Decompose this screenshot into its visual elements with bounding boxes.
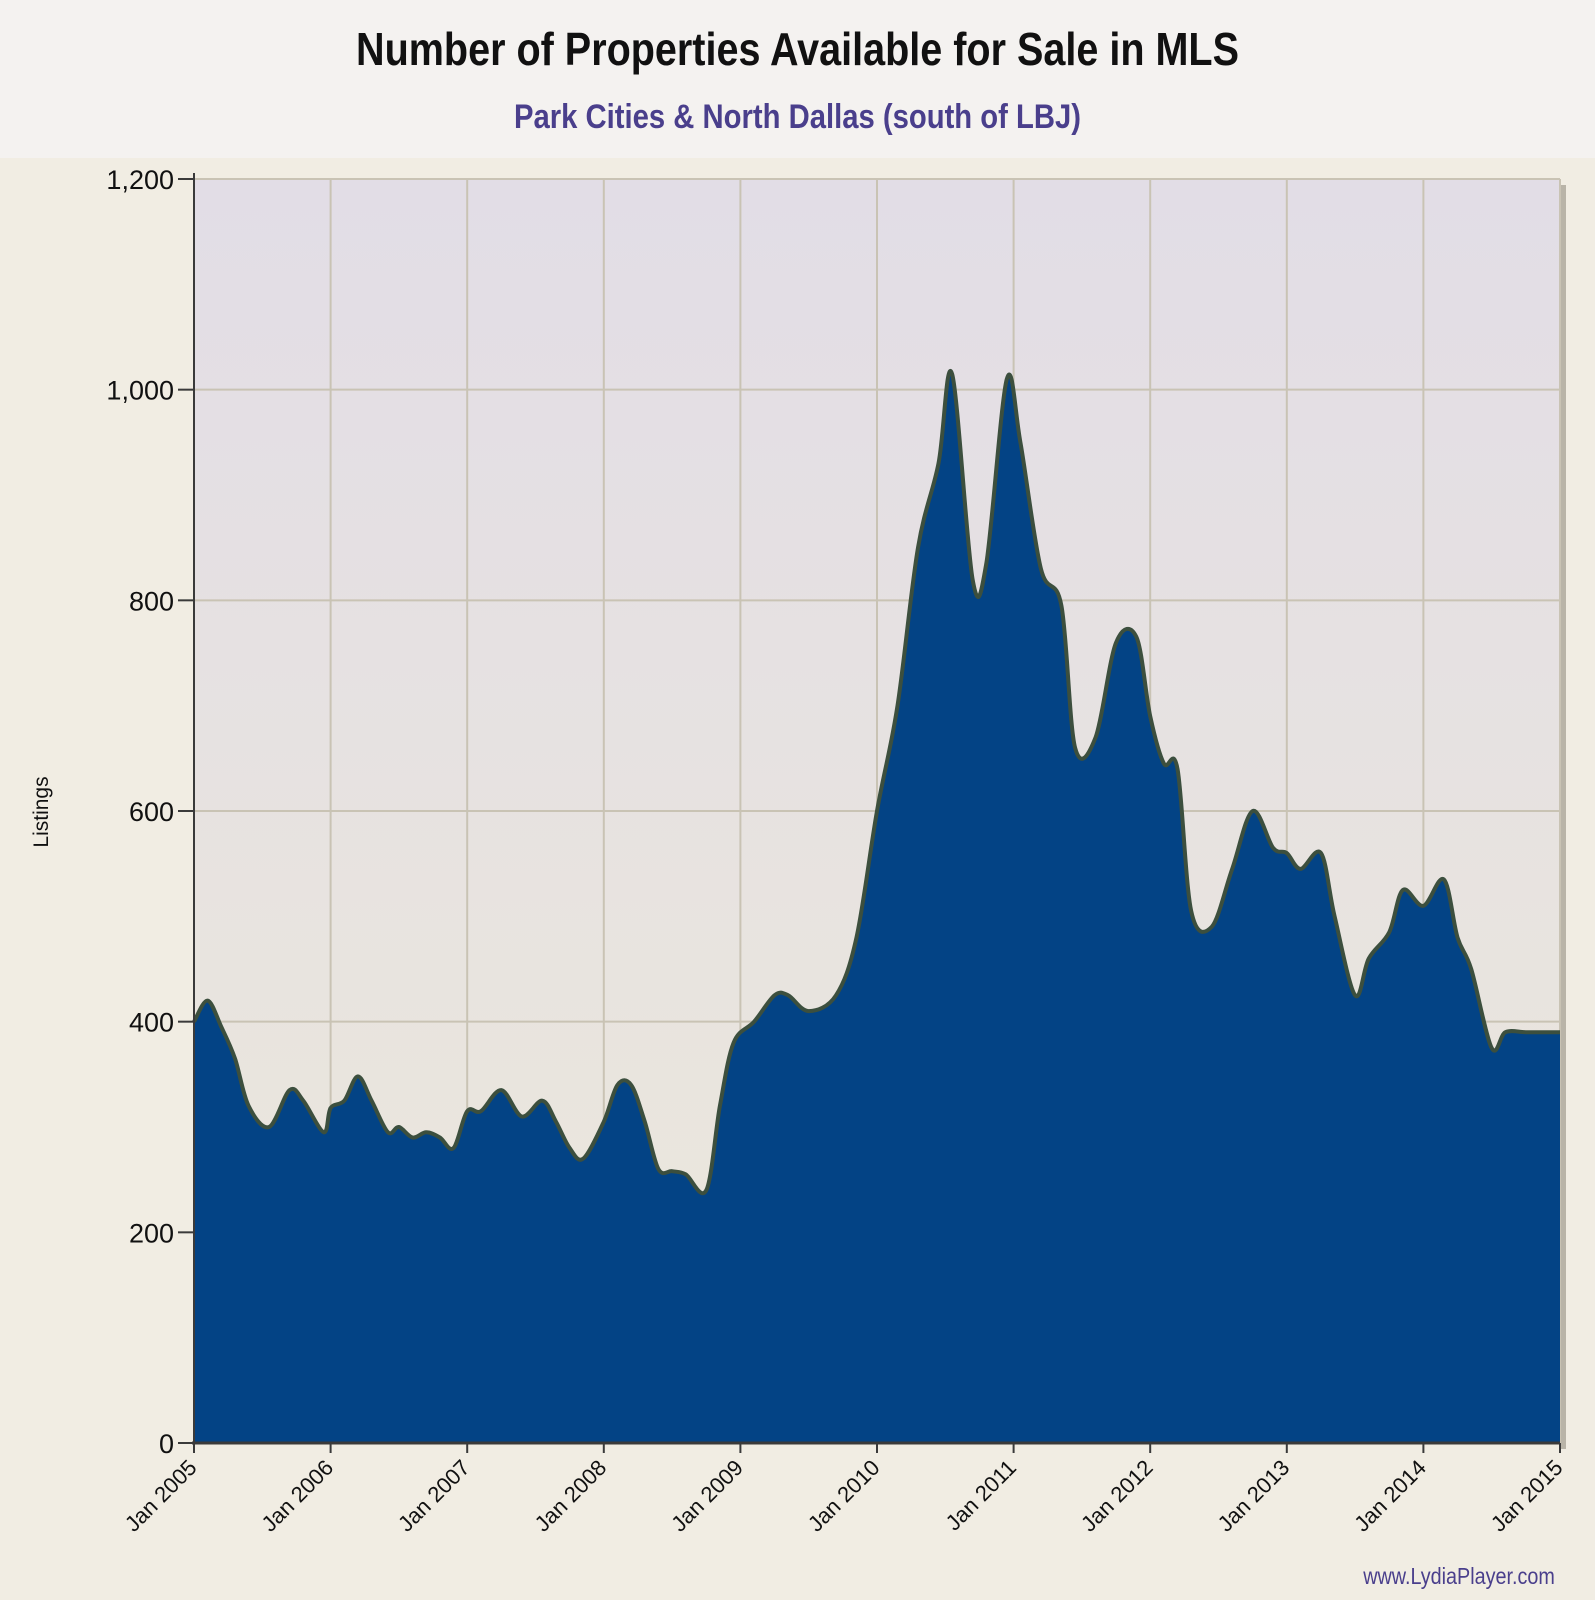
x-tick-label: Jan 2006	[256, 1455, 338, 1537]
x-tick-label: Jan 2005	[120, 1455, 202, 1537]
plot-shadow	[1560, 185, 1566, 1449]
y-tick-label: 800	[129, 586, 174, 616]
x-tick-label: Jan 2008	[530, 1455, 612, 1537]
chart-title: Number of Properties Available for Sale …	[356, 23, 1239, 75]
x-tick-label: Jan 2015	[1486, 1455, 1568, 1537]
site-watermark: www.LydiaPlayer.com	[1363, 1563, 1555, 1589]
x-tick-label: Jan 2007	[393, 1455, 475, 1537]
chart-subtitle: Park Cities & North Dallas (south of LBJ…	[513, 98, 1082, 136]
x-tick-label: Jan 2009	[666, 1455, 748, 1537]
y-tick-label: 0	[159, 1429, 174, 1459]
y-tick-label: 600	[129, 797, 174, 827]
x-tick-label: Jan 2010	[803, 1455, 885, 1537]
y-tick-label: 1,200	[106, 165, 174, 195]
x-tick-label: Jan 2011	[941, 1455, 1022, 1536]
x-tick-label: Jan 2012	[1076, 1455, 1158, 1537]
series-area	[194, 370, 1560, 1443]
chart-header: Number of Properties Available for Sale …	[0, 0, 1595, 158]
x-tick-label: Jan 2013	[1213, 1455, 1295, 1537]
y-tick-label: 400	[129, 1008, 174, 1038]
y-tick-label: 1,000	[106, 376, 174, 406]
y-tick-label: 200	[129, 1218, 174, 1248]
y-axis-label: Listings	[30, 776, 53, 847]
series-line	[192, 369, 1560, 1195]
x-tick-label: Jan 2014	[1349, 1455, 1431, 1537]
